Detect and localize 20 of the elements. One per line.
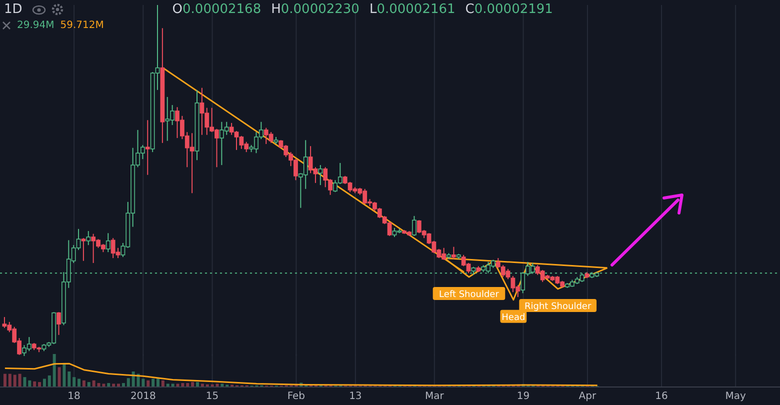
annotation: C0.00002191: [465, 2, 553, 17]
annotation: O0.00002168: [172, 2, 262, 17]
annotation: 59.712M: [60, 20, 104, 31]
annotation: Head: [502, 312, 526, 323]
x-tick-label: Feb: [287, 391, 306, 402]
x-tick-label: 16: [655, 391, 668, 402]
x-tick-label: 2018: [130, 391, 156, 402]
x-tick-label: Apr: [578, 391, 597, 402]
x-tick-label: 18: [68, 391, 80, 402]
annotation: L0.00002161: [369, 2, 456, 17]
annotation: H0.00002230: [271, 2, 360, 17]
x-tick-label: 15: [206, 391, 219, 402]
annotation: 1D: [4, 2, 22, 17]
annotation: Left Shoulder: [439, 290, 500, 300]
x-tick-label: 13: [349, 391, 362, 402]
x-tick-label: Mar: [424, 391, 445, 402]
x-tick-label: 19: [516, 391, 530, 402]
annotation: Right Shoulder: [524, 302, 592, 312]
annotation: 29.94M: [17, 20, 54, 31]
x-tick-label: May: [725, 391, 746, 402]
